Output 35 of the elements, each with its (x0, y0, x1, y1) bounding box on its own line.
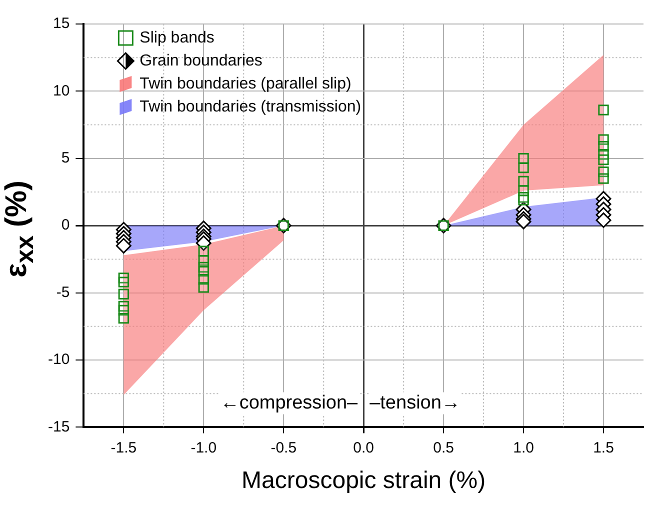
y-tick-label: -5 (56, 284, 70, 301)
annotation: ←compression– (220, 392, 358, 414)
x-tick-label: -1.5 (110, 439, 137, 456)
y-tick-label: 0 (61, 216, 70, 234)
point (518, 153, 529, 164)
x-tick-label: -0.5 (270, 439, 297, 456)
point (118, 276, 130, 288)
y-tick-label: 15 (52, 15, 70, 32)
x-tick-label: 0.0 (353, 439, 374, 456)
point (518, 162, 529, 174)
legend-label: Twin boundaries (transmission) (140, 98, 362, 116)
annotation: –tension→ (370, 392, 460, 414)
y-tick-label: 10 (52, 82, 70, 100)
point (118, 288, 130, 300)
point (518, 194, 529, 206)
point (116, 238, 132, 254)
point (198, 282, 209, 293)
legend-label: Grain boundaries (140, 52, 262, 70)
y-tick-label: 5 (61, 150, 70, 167)
x-tick-label: 0.5 (433, 439, 454, 456)
point (596, 212, 612, 228)
x-axis-title: Macroscopic strain (%) (242, 467, 486, 494)
point (518, 176, 529, 187)
point (118, 312, 130, 324)
x-tick-label: -1.0 (190, 439, 217, 456)
x-tick-label: 1.0 (513, 439, 534, 456)
y-tick-label: -15 (48, 418, 70, 436)
legend-label: Slip bands (140, 29, 214, 46)
x-tick-label: 1.5 (593, 439, 614, 456)
y-tick-label: -10 (48, 351, 70, 368)
legend-label: Twin boundaries (parallel slip) (140, 75, 352, 92)
point (598, 104, 609, 116)
point (598, 154, 609, 166)
point (196, 235, 212, 251)
point (598, 173, 609, 184)
